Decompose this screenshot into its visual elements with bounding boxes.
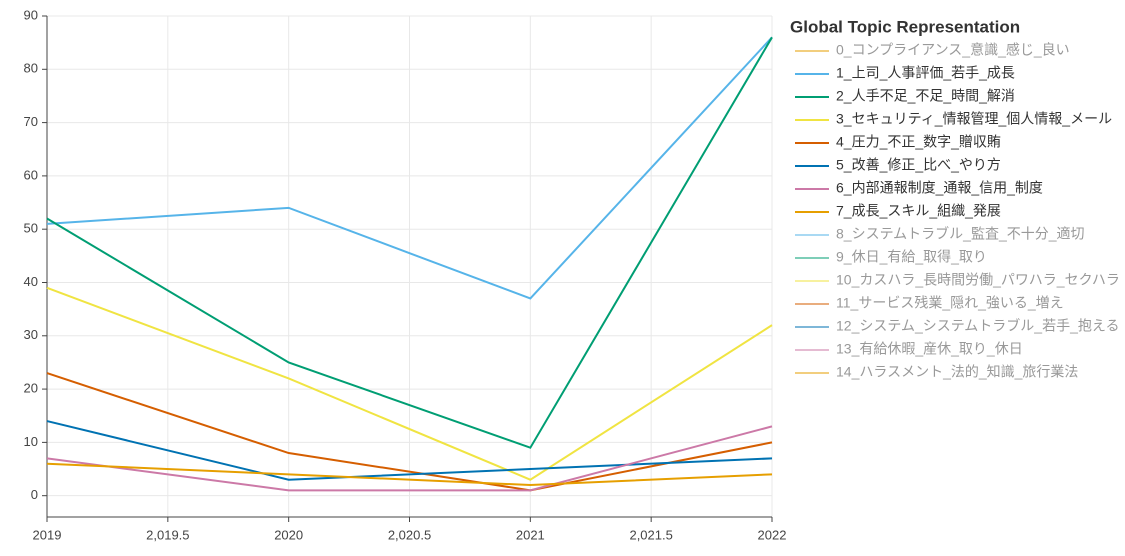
legend-label[interactable]: 6_内部通報制度_通報_信用_制度 — [836, 180, 1043, 196]
legend-label[interactable]: 8_システムトラブル_監査_不十分_適切 — [836, 226, 1085, 242]
legend-label[interactable]: 4_圧力_不正_数字_贈収賄 — [836, 134, 1001, 150]
y-tick-label: 90 — [24, 7, 38, 22]
series-line — [46, 372, 773, 492]
legend-label[interactable]: 7_成長_スキル_組織_発展 — [836, 203, 1001, 219]
y-tick-label: 30 — [24, 327, 38, 342]
x-tick-label: 2020 — [274, 527, 303, 542]
y-tick-label: 50 — [24, 221, 38, 236]
legend-label[interactable]: 3_セキュリティ_情報管理_個人情報_メール — [836, 111, 1112, 127]
y-tick-label: 60 — [24, 167, 38, 182]
legend-label[interactable]: 12_システム_システムトラブル_若手_抱える — [836, 318, 1119, 334]
x-tick-label: 2,019.5 — [146, 527, 189, 542]
series-line — [46, 420, 773, 481]
y-tick-label: 10 — [24, 434, 38, 449]
y-tick-label: 70 — [24, 114, 38, 129]
legend-label[interactable]: 5_改善_修正_比べ_やり方 — [836, 157, 1001, 173]
legend-label[interactable]: 13_有給休暇_産休_取り_休日 — [836, 341, 1023, 357]
y-tick-label: 20 — [24, 381, 38, 396]
x-tick-label: 2,020.5 — [388, 527, 431, 542]
legend-label[interactable]: 0_コンプライアンス_意識_感じ_良い — [836, 42, 1070, 58]
series-line — [46, 286, 773, 481]
legend-label[interactable]: 1_上司_人事評価_若手_成長 — [836, 65, 1015, 81]
x-tick-label: 2021 — [516, 527, 545, 542]
y-tick-label: 40 — [24, 274, 38, 289]
x-tick-label: 2,021.5 — [629, 527, 672, 542]
x-tick-label: 2019 — [33, 527, 62, 542]
legend-label[interactable]: 9_休日_有給_取得_取り — [836, 249, 987, 265]
legend-label[interactable]: 2_人手不足_不足_時間_解消 — [836, 88, 1015, 104]
series-line — [46, 425, 773, 492]
legend-label[interactable]: 10_カスハラ_長時間労働_パワハラ_セクハラ — [836, 272, 1120, 288]
series-line — [46, 36, 773, 300]
series-line — [46, 462, 773, 487]
legend-title: Global Topic Representation — [790, 17, 1020, 36]
series-line — [46, 36, 773, 449]
y-tick-label: 0 — [31, 487, 38, 502]
legend-label[interactable]: 14_ハラスメント_法的_知識_旅行業法 — [836, 364, 1078, 380]
legend-label[interactable]: 11_サービス残業_隠れ_強いる_増え — [836, 295, 1064, 311]
y-tick-label: 80 — [24, 61, 38, 76]
x-tick-label: 2022 — [758, 527, 787, 542]
